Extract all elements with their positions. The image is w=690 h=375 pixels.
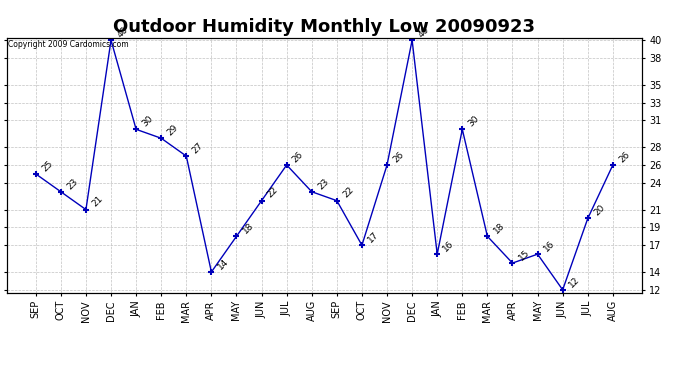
Text: 27: 27: [190, 141, 205, 155]
Text: 25: 25: [40, 159, 55, 173]
Text: 22: 22: [266, 186, 280, 200]
Text: 22: 22: [341, 186, 355, 200]
Text: 18: 18: [491, 221, 506, 236]
Text: 16: 16: [542, 239, 556, 254]
Text: 21: 21: [90, 194, 104, 209]
Text: 14: 14: [215, 257, 230, 271]
Text: Copyright 2009 Cardomics.com: Copyright 2009 Cardomics.com: [8, 40, 129, 49]
Text: 30: 30: [466, 114, 481, 129]
Text: 23: 23: [316, 177, 331, 191]
Text: 23: 23: [65, 177, 79, 191]
Text: 26: 26: [290, 150, 305, 164]
Text: 12: 12: [566, 274, 581, 289]
Text: 26: 26: [617, 150, 631, 164]
Text: 18: 18: [241, 221, 255, 236]
Title: Outdoor Humidity Monthly Low 20090923: Outdoor Humidity Monthly Low 20090923: [113, 18, 535, 36]
Text: 29: 29: [166, 123, 180, 138]
Text: 16: 16: [442, 239, 456, 254]
Text: 40: 40: [115, 25, 130, 39]
Text: 26: 26: [391, 150, 406, 164]
Text: 30: 30: [140, 114, 155, 129]
Text: 17: 17: [366, 230, 381, 244]
Text: 20: 20: [592, 203, 607, 218]
Text: 15: 15: [517, 248, 531, 262]
Text: 40: 40: [416, 25, 431, 39]
